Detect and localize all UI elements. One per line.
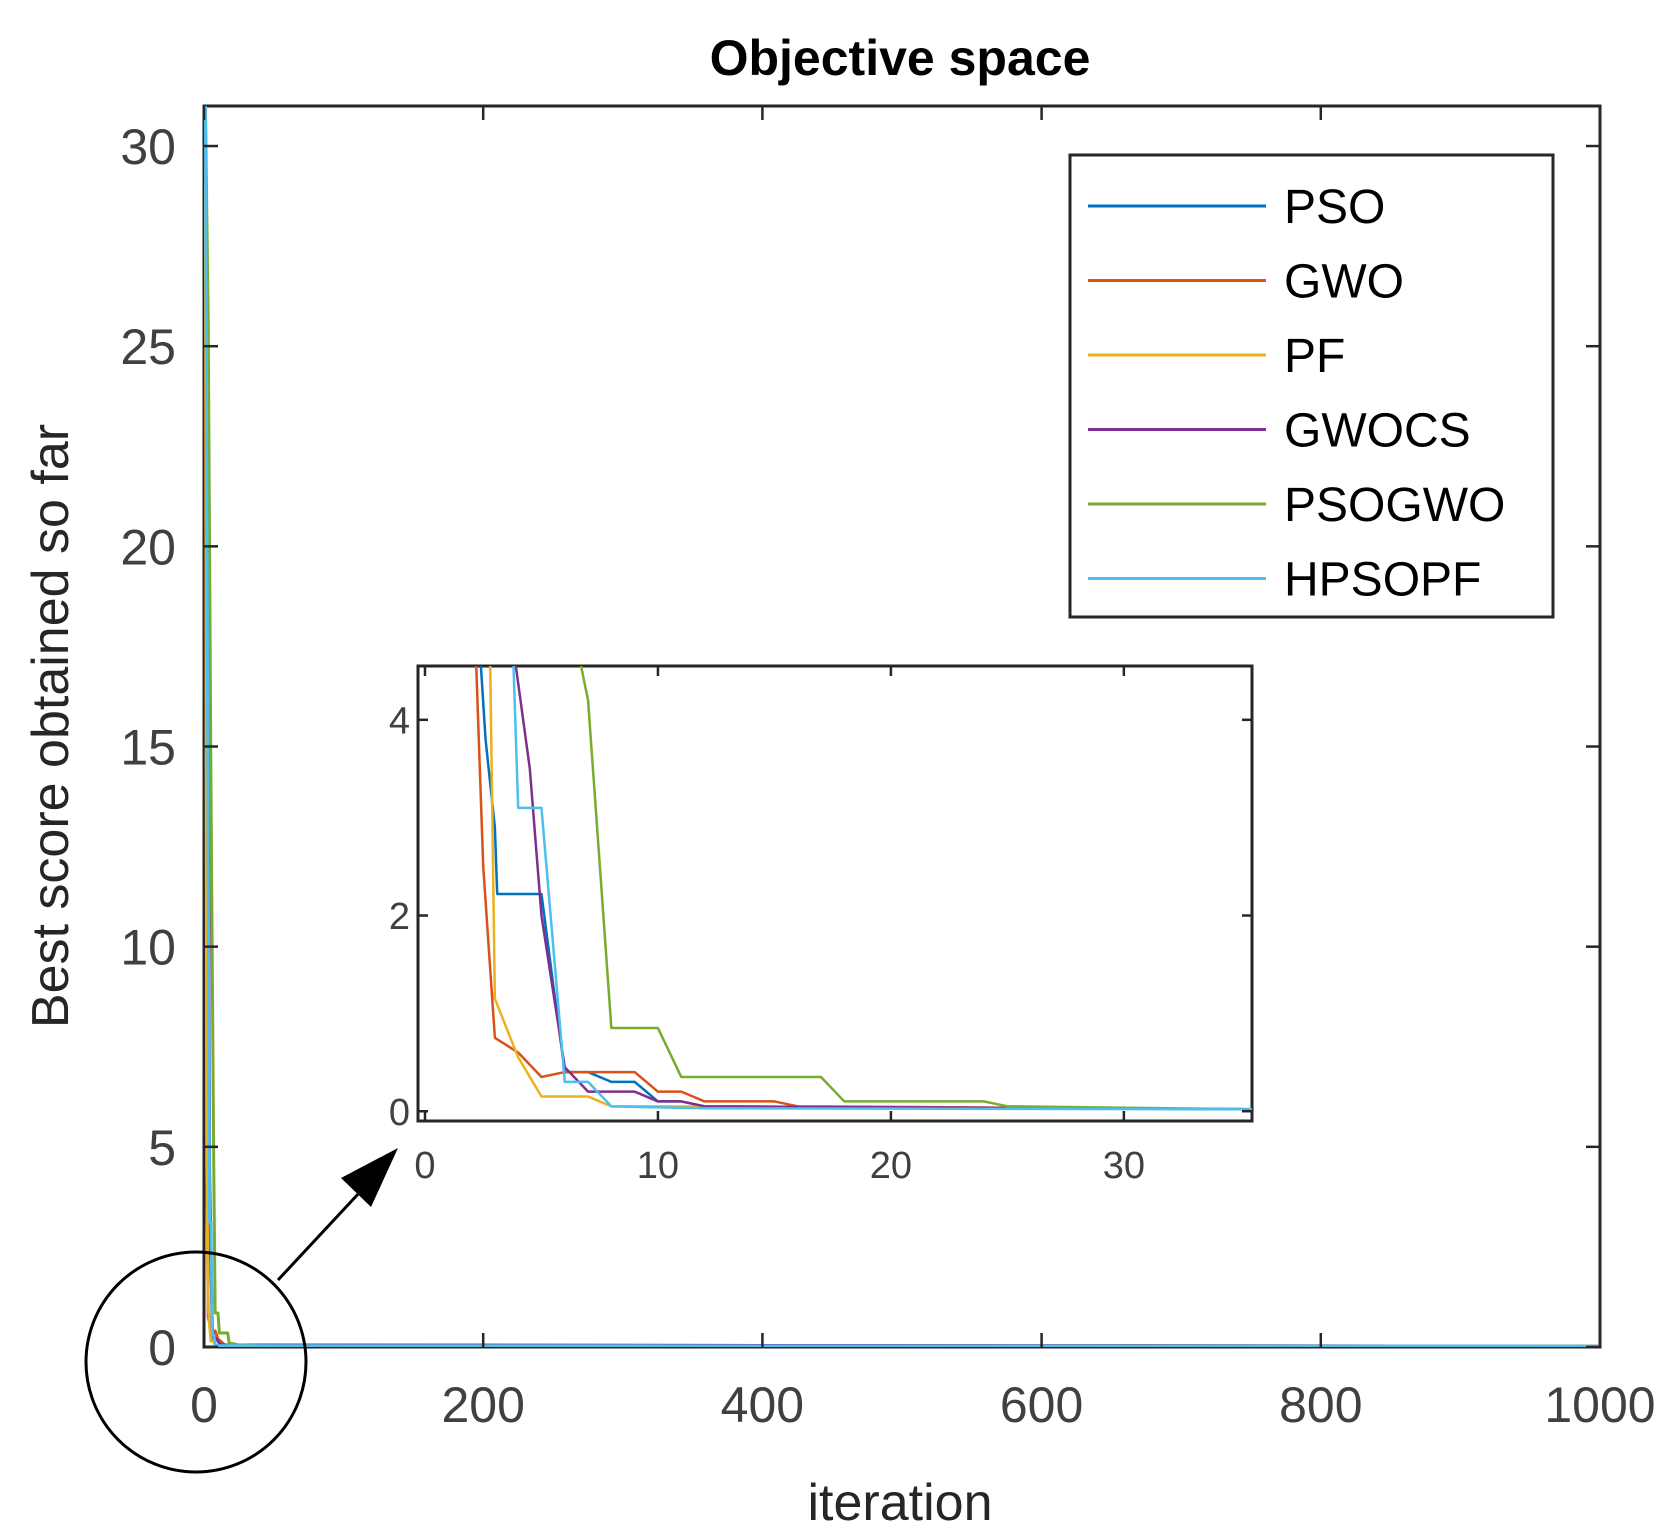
inset-axis-ticks: 0 10 20 30 0 2 4 — [389, 666, 1252, 1187]
main-y-tick-label: 30 — [120, 119, 176, 175]
inset-x-tick-label: 20 — [870, 1145, 912, 1187]
inset-series-lines — [474, 666, 1252, 1111]
inset-series-line-hpsopf — [512, 666, 1252, 1111]
inset-series-line-gwo — [474, 666, 1252, 1111]
inset-y-tick-label: 4 — [389, 700, 410, 742]
main-y-tick-label: 10 — [120, 920, 176, 976]
main-x-tick-label: 400 — [721, 1377, 804, 1433]
legend-label-hpsopf: HPSOPF — [1284, 554, 1481, 607]
main-series-lines — [204, 106, 1600, 1347]
inset-y-tick-label: 0 — [389, 1092, 410, 1134]
legend-label-gwo: GWO — [1284, 256, 1404, 309]
inset-x-tick-label: 10 — [637, 1145, 679, 1187]
main-y-tick-label: 25 — [120, 319, 176, 375]
x-axis-label: iteration — [808, 1474, 993, 1532]
main-series-line-hpsopf — [204, 106, 1600, 1347]
zoom-region-circle — [84, 1250, 308, 1474]
inset-series-line-gwocs — [514, 666, 1252, 1111]
main-y-tick-label: 15 — [120, 720, 176, 776]
legend-label-pf: PF — [1284, 330, 1345, 383]
main-y-tick-label: 20 — [120, 519, 176, 575]
inset-series-line-psogwo — [579, 666, 1252, 1111]
main-x-tick-label: 0 — [190, 1377, 218, 1433]
inset-y-tick-label: 2 — [389, 896, 410, 938]
main-y-tick-label: 0 — [148, 1320, 176, 1376]
zoom-arrow-head — [341, 1148, 398, 1207]
chart-title: Objective space — [710, 30, 1091, 86]
zoom-arrow-shaft — [276, 1190, 362, 1282]
main-x-tick-label: 1000 — [1544, 1377, 1655, 1433]
main-x-tick-label: 600 — [1000, 1377, 1083, 1433]
main-y-tick-label: 5 — [148, 1120, 176, 1176]
legend-label-gwocs: GWOCS — [1284, 405, 1471, 458]
main-x-tick-label: 800 — [1279, 1377, 1362, 1433]
inset-plot-area — [416, 664, 1254, 1123]
legend-label-pso: PSO — [1284, 181, 1385, 234]
y-axis-label: Best score obtained so far — [22, 424, 80, 1028]
inset-x-tick-label: 0 — [414, 1145, 435, 1187]
main-x-tick-label: 200 — [441, 1377, 524, 1433]
inset-x-tick-label: 30 — [1103, 1145, 1145, 1187]
legend-label-psogwo: PSOGWO — [1284, 479, 1505, 532]
legend-box — [1068, 153, 1555, 619]
